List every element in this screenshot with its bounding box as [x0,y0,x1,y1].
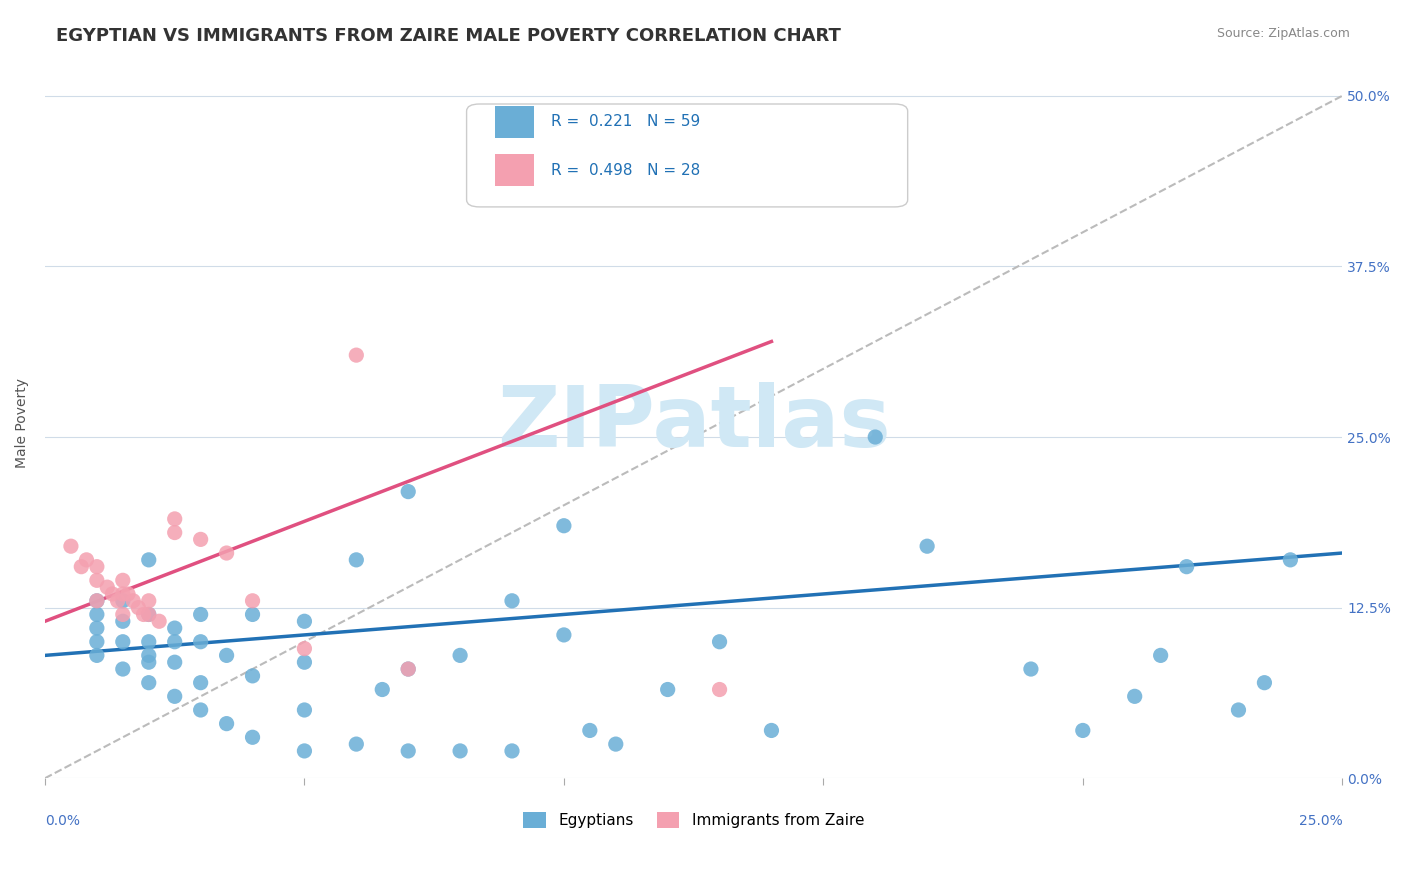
Point [449,648,471,663]
Point [344,348,367,362]
Point [915,539,938,553]
Point [215,716,238,731]
Point [1279,553,1302,567]
Point [86,594,108,608]
Point [761,723,783,738]
Point [294,744,316,758]
Point [553,518,575,533]
Bar [495,153,534,186]
Point [1123,690,1146,704]
Point [242,594,264,608]
Point [1019,662,1042,676]
Point [294,641,316,656]
Point [215,546,238,560]
Point [132,607,155,622]
Point [163,690,186,704]
Text: R =  0.498   N = 28: R = 0.498 N = 28 [551,162,700,178]
Point [86,621,108,635]
Point [190,675,212,690]
Point [111,607,134,622]
Point [111,594,134,608]
Point [396,662,419,676]
Point [396,484,419,499]
Point [1175,559,1198,574]
Point [86,559,108,574]
Text: 0.0%: 0.0% [45,814,80,828]
Point [449,744,471,758]
Point [107,594,129,608]
Point [242,607,264,622]
Point [163,621,186,635]
Point [371,682,394,697]
Legend: Egyptians, Immigrants from Zaire: Egyptians, Immigrants from Zaire [517,806,870,834]
Point [163,634,186,648]
Text: Source: ZipAtlas.com: Source: ZipAtlas.com [1216,27,1350,40]
Point [138,634,160,648]
Point [111,634,134,648]
Point [865,430,887,444]
Point [70,559,93,574]
Point [59,539,82,553]
Point [344,553,367,567]
Text: ZIPatlas: ZIPatlas [496,382,890,465]
Point [163,525,186,540]
Point [138,553,160,567]
Point [294,655,316,669]
Point [86,648,108,663]
Point [86,634,108,648]
Point [190,533,212,547]
Point [344,737,367,751]
Y-axis label: Male Poverty: Male Poverty [15,378,30,468]
Point [242,731,264,745]
Point [76,553,98,567]
Point [117,587,139,601]
Point [163,512,186,526]
Point [86,574,108,588]
Point [138,594,160,608]
FancyBboxPatch shape [467,104,908,207]
Point [122,594,145,608]
Text: R =  0.221   N = 59: R = 0.221 N = 59 [551,114,700,129]
Point [501,594,523,608]
Point [96,580,118,594]
Point [553,628,575,642]
Point [138,648,160,663]
Point [396,662,419,676]
Point [657,682,679,697]
Point [190,703,212,717]
Point [1149,648,1171,663]
Point [111,587,134,601]
Point [111,614,134,628]
Point [215,648,238,663]
Point [111,662,134,676]
Point [148,614,170,628]
Point [86,594,108,608]
Point [501,744,523,758]
Point [190,607,212,622]
Point [127,600,149,615]
Point [101,587,124,601]
Point [294,614,316,628]
Point [138,675,160,690]
Bar [495,106,534,138]
Point [86,607,108,622]
Point [138,607,160,622]
Point [579,723,602,738]
Point [396,744,419,758]
Point [1227,703,1250,717]
Point [138,655,160,669]
Point [1071,723,1094,738]
Text: EGYPTIAN VS IMMIGRANTS FROM ZAIRE MALE POVERTY CORRELATION CHART: EGYPTIAN VS IMMIGRANTS FROM ZAIRE MALE P… [56,27,841,45]
Point [138,607,160,622]
Point [709,682,731,697]
Point [190,634,212,648]
Point [1253,675,1275,690]
Point [294,703,316,717]
Point [242,669,264,683]
Point [163,655,186,669]
Point [605,737,627,751]
Text: 25.0%: 25.0% [1299,814,1343,828]
Point [111,574,134,588]
Point [709,634,731,648]
